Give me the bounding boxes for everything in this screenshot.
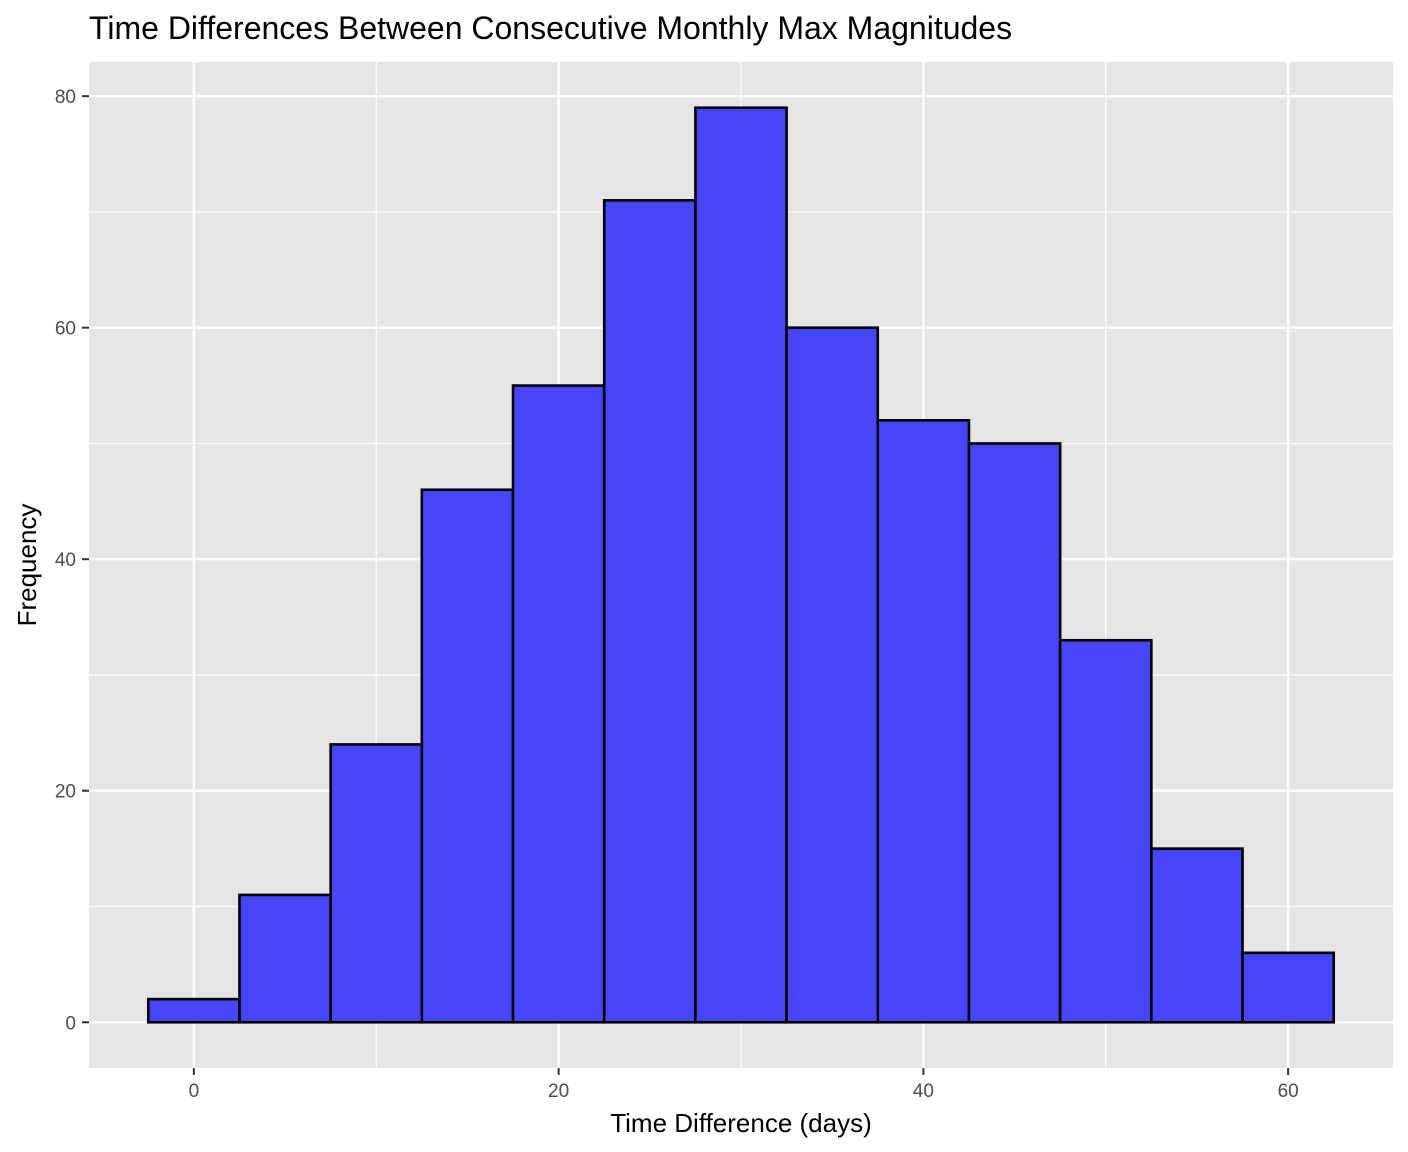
x-axis: 0 20 40 60 bbox=[189, 1068, 1299, 1102]
histogram-bar bbox=[694, 106, 788, 1024]
histogram-bar bbox=[146, 997, 241, 1024]
histogram-bar bbox=[238, 893, 332, 1024]
x-tick-label: 20 bbox=[548, 1081, 569, 1102]
y-tick-label: 80 bbox=[55, 87, 76, 108]
x-tick-label: 0 bbox=[189, 1081, 200, 1102]
histogram-bar bbox=[511, 384, 606, 1024]
x-tick-label: 40 bbox=[913, 1081, 934, 1102]
histogram-bar bbox=[1150, 847, 1244, 1024]
y-tick-label: 60 bbox=[55, 319, 76, 340]
y-axis: 0 20 40 60 80 bbox=[55, 87, 89, 1034]
x-axis-title: Time Difference (days) bbox=[610, 1108, 872, 1138]
histogram-bar bbox=[602, 199, 697, 1024]
histogram-bars bbox=[146, 106, 1336, 1024]
histogram-bar bbox=[420, 488, 515, 1024]
histogram-bar bbox=[1058, 638, 1153, 1024]
y-axis-title: Frequency bbox=[12, 504, 42, 627]
histogram-bar bbox=[785, 326, 880, 1024]
histogram-bar bbox=[329, 743, 424, 1024]
y-tick-label: 40 bbox=[55, 550, 76, 571]
y-tick-label: 20 bbox=[55, 782, 76, 803]
y-tick-label: 0 bbox=[65, 1013, 76, 1034]
x-tick-label: 60 bbox=[1278, 1081, 1299, 1102]
chart-title: Time Differences Between Consecutive Mon… bbox=[89, 10, 1013, 46]
histogram-bar bbox=[967, 442, 1062, 1024]
histogram-bar bbox=[1241, 951, 1336, 1024]
histogram-bar bbox=[876, 418, 971, 1024]
